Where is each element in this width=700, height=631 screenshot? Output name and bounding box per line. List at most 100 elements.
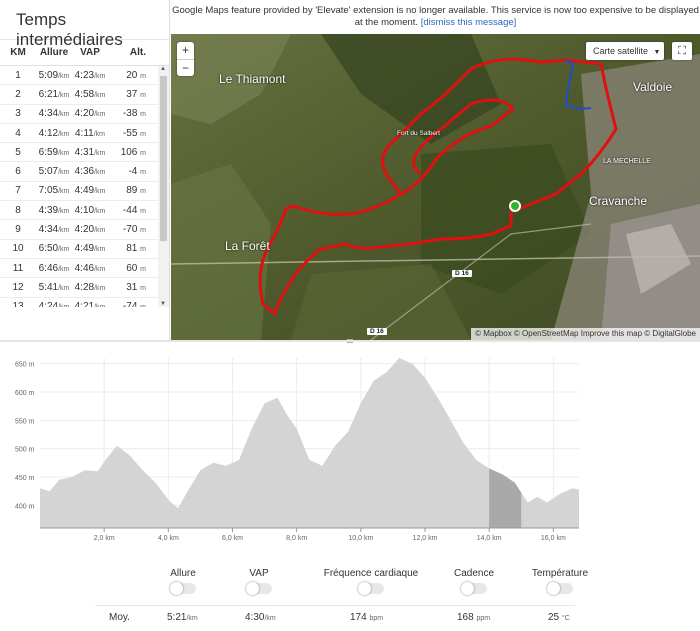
cell-alt: 81 m (108, 243, 154, 254)
splits-table-body[interactable]: 1 5:09/km 4:23/km 20 m 2 6:21/km 4:58/km 37 m 3 4… (0, 66, 170, 307)
y-tick-label: 500 m (15, 447, 35, 454)
cell-gap: 4:11/km (72, 128, 108, 139)
table-row: 9 4:34/km 4:20/km -70 m (0, 220, 170, 239)
cell-pace: 4:12/km (36, 128, 72, 139)
table-row: 13 4:24/km 4:21/km -74 m (0, 298, 170, 307)
start-marker[interactable] (510, 201, 520, 211)
fullscreen-button[interactable]: ⛶ (672, 42, 692, 60)
y-tick-label: 550 m (15, 418, 35, 425)
cell-gap: 4:10/km (72, 205, 108, 216)
table-row: 6 5:07/km 4:36/km -4 m (0, 162, 170, 181)
y-tick-label: 600 m (15, 390, 35, 397)
cell-gap: 4:20/km (72, 224, 108, 235)
cell-gap: 4:36/km (72, 166, 108, 177)
cell-pace: 4:34/km (36, 224, 72, 235)
cell-alt: -44 m (108, 205, 154, 216)
cell-alt: 31 m (108, 282, 154, 293)
table-row: 3 4:34/km 4:20/km -38 m (0, 105, 170, 124)
x-tick-label: 14,0 km (477, 535, 502, 542)
header-pace: Allure (36, 47, 72, 58)
metric-temperature: Température (528, 568, 592, 594)
zoom-in-button[interactable]: + (177, 42, 194, 59)
cell-gap: 4:28/km (72, 282, 108, 293)
header-gap: VAP (72, 47, 108, 58)
gap-toggle[interactable] (246, 583, 272, 594)
cell-pace: 6:46/km (36, 263, 72, 274)
cell-gap: 4:23/km (72, 70, 108, 81)
scroll-down-arrow-icon[interactable]: ▼ (160, 301, 166, 307)
cell-gap: 4:49/km (72, 185, 108, 196)
cell-km: 3 (0, 108, 36, 119)
pace-toggle[interactable] (170, 583, 196, 594)
metric-gap: VAP (236, 568, 282, 594)
splits-scrollbar[interactable]: ▲ ▼ (158, 66, 169, 307)
cell-alt: 89 m (108, 185, 154, 196)
cell-gap: 4:21/km (72, 301, 108, 307)
zoom-out-button[interactable]: − (177, 59, 194, 76)
cell-km: 12 (0, 282, 36, 293)
heart-rate-toggle[interactable] (358, 583, 384, 594)
cell-alt: 106 m (108, 147, 154, 158)
x-tick-label: 16,0 km (541, 535, 566, 542)
cell-pace: 7:05/km (36, 185, 72, 196)
avg-heart-rate: 174 bpm (350, 612, 383, 623)
cell-gap: 4:20/km (72, 108, 108, 119)
cadence-toggle[interactable] (461, 583, 487, 594)
metric-label: Température (528, 568, 592, 579)
dismiss-link[interactable]: [dismiss this message] (421, 17, 517, 28)
map-type-dropdown[interactable]: Carte satellite ▼ (586, 42, 664, 60)
map-label-foret: La Forêt (225, 239, 270, 253)
cell-alt: 37 m (108, 89, 154, 100)
y-tick-label: 650 m (15, 362, 35, 369)
map-label-valdoie: Valdoie (633, 80, 672, 94)
scroll-thumb[interactable] (160, 76, 167, 241)
table-row: 4 4:12/km 4:11/km -55 m (0, 124, 170, 143)
elevation-chart[interactable]: 400 m 450 m 500 m 550 m 600 m 650 m 2,0 km 4,0 … (0, 348, 700, 548)
avg-cadence: 168 ppm (457, 612, 490, 623)
cell-km: 4 (0, 128, 36, 139)
splits-title: Temps intermédiaires (0, 0, 169, 40)
y-tick-label: 400 m (15, 503, 35, 510)
table-row: 8 4:39/km 4:10/km -44 m (0, 201, 170, 220)
scroll-up-arrow-icon[interactable]: ▲ (160, 66, 166, 72)
metric-label: Fréquence cardiaque (316, 568, 426, 579)
cell-alt: -55 m (108, 128, 154, 139)
cell-pace: 4:24/km (36, 301, 72, 307)
cell-pace: 4:39/km (36, 205, 72, 216)
cell-gap: 4:49/km (72, 243, 108, 254)
averages-row: Moy. 5:21/km 4:30/km 174 bpm 168 ppm 25 … (95, 605, 575, 627)
avg-label: Moy. (109, 612, 130, 623)
cell-km: 1 (0, 70, 36, 81)
header-alt: Alt. (108, 47, 154, 58)
map-attribution[interactable]: © Mapbox © OpenStreetMap Improve this ma… (471, 328, 700, 340)
x-tick-label: 12,0 km (413, 535, 438, 542)
map-label-salbert: Fort du Salbert (397, 130, 440, 137)
map-type-label: Carte satellite (593, 46, 648, 56)
cell-pace: 5:09/km (36, 70, 72, 81)
cell-pace: 4:34/km (36, 108, 72, 119)
cell-gap: 4:58/km (72, 89, 108, 100)
route-map[interactable]: + − Carte satellite ▼ ⛶ Le Thiamont Vald… (171, 34, 700, 340)
table-row: 5 6:59/km 4:31/km 106 m (0, 143, 170, 162)
splits-panel: Temps intermédiaires KM Allure VAP Alt. … (0, 0, 170, 340)
cell-alt: 20 m (108, 70, 154, 81)
cell-gap: 4:31/km (72, 147, 108, 158)
avg-pace: 5:21/km (167, 612, 198, 623)
metric-label: Allure (160, 568, 206, 579)
cell-alt: 60 m (108, 263, 154, 274)
road-label: D 16 (367, 328, 387, 335)
caret-down-icon: ▼ (654, 49, 661, 56)
x-tick-label: 8,0 km (286, 535, 307, 542)
cell-km: 11 (0, 263, 36, 274)
cell-alt: -70 m (108, 224, 154, 235)
cell-km: 6 (0, 166, 36, 177)
resize-grip-icon[interactable] (347, 339, 353, 343)
cell-km: 13 (0, 301, 36, 307)
table-row: 7 7:05/km 4:49/km 89 m (0, 182, 170, 201)
temperature-toggle[interactable] (547, 583, 573, 594)
cell-km: 8 (0, 205, 36, 216)
road-label: D 16 (452, 270, 472, 277)
panel-divider[interactable] (0, 340, 700, 342)
metric-label: VAP (236, 568, 282, 579)
header-km: KM (0, 47, 36, 58)
